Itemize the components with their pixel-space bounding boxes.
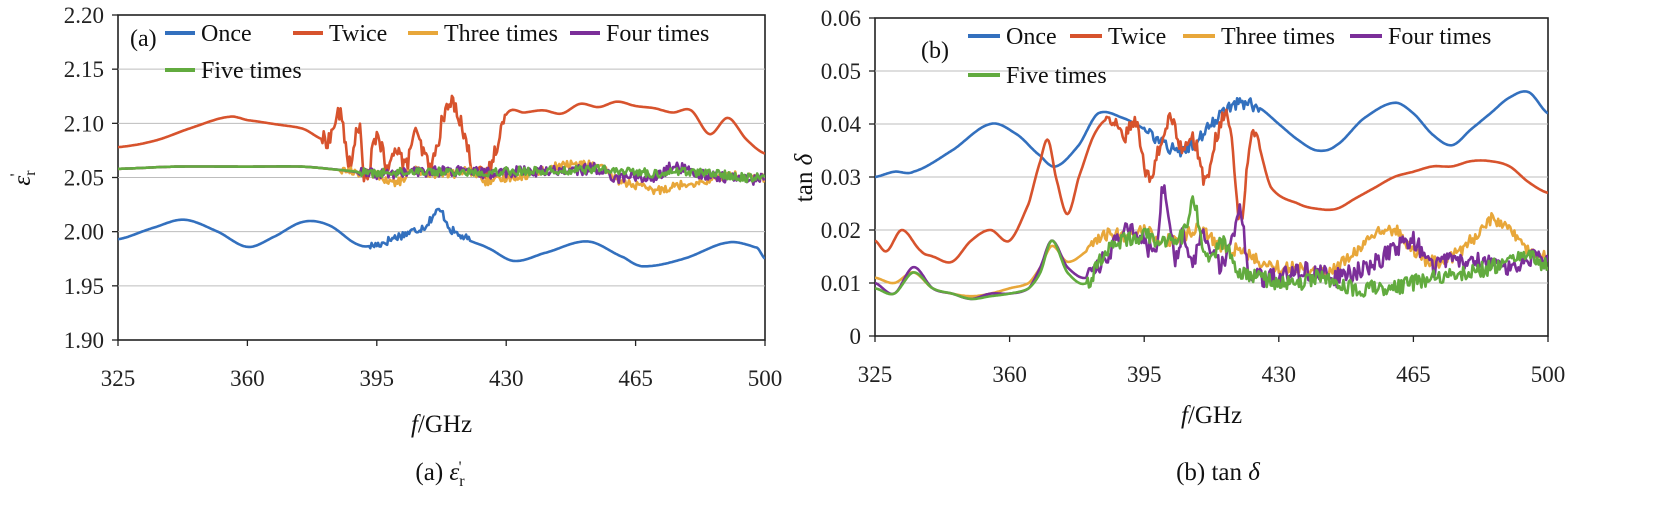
x-axis-label: f/GHz [1181, 402, 1242, 429]
x-tick-label: 395 [360, 366, 395, 391]
x-tick-label: 430 [489, 366, 524, 391]
x-tick-label: 325 [101, 366, 136, 391]
y-tick-label: 0.01 [821, 271, 861, 296]
panel-tag: (b) [921, 38, 949, 64]
series-group [875, 90, 1548, 301]
legend-label-five-times: Five times [1006, 63, 1107, 89]
y-tick-label: 2.15 [64, 57, 104, 82]
y-tick-label: 0.06 [821, 6, 861, 31]
legend-label-once: Once [1006, 24, 1057, 50]
panel-caption: (a) εr' [415, 459, 465, 490]
series-line-twice [875, 108, 1548, 264]
y-tick-label: 0.02 [821, 218, 861, 243]
series-group [118, 94, 765, 268]
panel-b: 0 0.01 0.02 0.03 0.04 0.05 0.06 325 360 395 430 465… [791, 6, 1565, 486]
series-line-four-times [875, 184, 1548, 301]
panel-caption: (b) tan δ [1176, 459, 1260, 486]
y-tick-label: 2.00 [64, 220, 104, 245]
y-tick-label: 2.05 [64, 166, 104, 191]
x-tick-label: 325 [858, 362, 893, 387]
legend-label-three-times: Three times [1221, 24, 1335, 50]
series-line-once [118, 207, 765, 268]
y-tick-label: 1.90 [64, 328, 104, 353]
x-tick-label: 465 [618, 366, 653, 391]
x-tick-label: 395 [1127, 362, 1162, 387]
x-tick-label: 465 [1396, 362, 1431, 387]
y-axis-label: εr' [8, 170, 39, 186]
legend-label-three-times: Three times [444, 21, 558, 47]
legend-label-twice: Twice [1108, 24, 1166, 50]
legend-label-four-times: Four times [606, 21, 709, 47]
y-tick-label: 0.05 [821, 59, 861, 84]
y-axis-label: tan δ [791, 153, 818, 202]
legend-label-five-times: Five times [201, 58, 302, 84]
x-axis-label: f/GHz [411, 411, 472, 438]
x-tick-label: 430 [1262, 362, 1297, 387]
series-line-five-times [875, 195, 1548, 301]
legend-label-four-times: Four times [1388, 24, 1491, 50]
series-line-once [875, 90, 1548, 179]
series-line-five-times [118, 163, 765, 184]
panel-a: 1.90 1.95 2.00 2.05 2.10 2.15 2.20 325 360 395 430… [8, 3, 782, 490]
y-tick-label: 1.95 [64, 274, 104, 299]
legend-label-twice: Twice [329, 21, 387, 47]
panel-tag: (a) [130, 26, 157, 52]
y-tick-label: 0 [850, 324, 862, 349]
x-tick-label: 500 [748, 366, 783, 391]
x-tick-label: 360 [992, 362, 1027, 387]
x-tick-label: 360 [230, 366, 265, 391]
series-line-twice [118, 94, 765, 183]
x-tick-label: 500 [1531, 362, 1566, 387]
y-tick-label: 2.10 [64, 111, 104, 136]
legend-label-once: Once [201, 21, 252, 47]
y-tick-label: 0.03 [821, 165, 861, 190]
y-tick-label: 0.04 [821, 112, 862, 137]
y-tick-label: 2.20 [64, 3, 104, 28]
